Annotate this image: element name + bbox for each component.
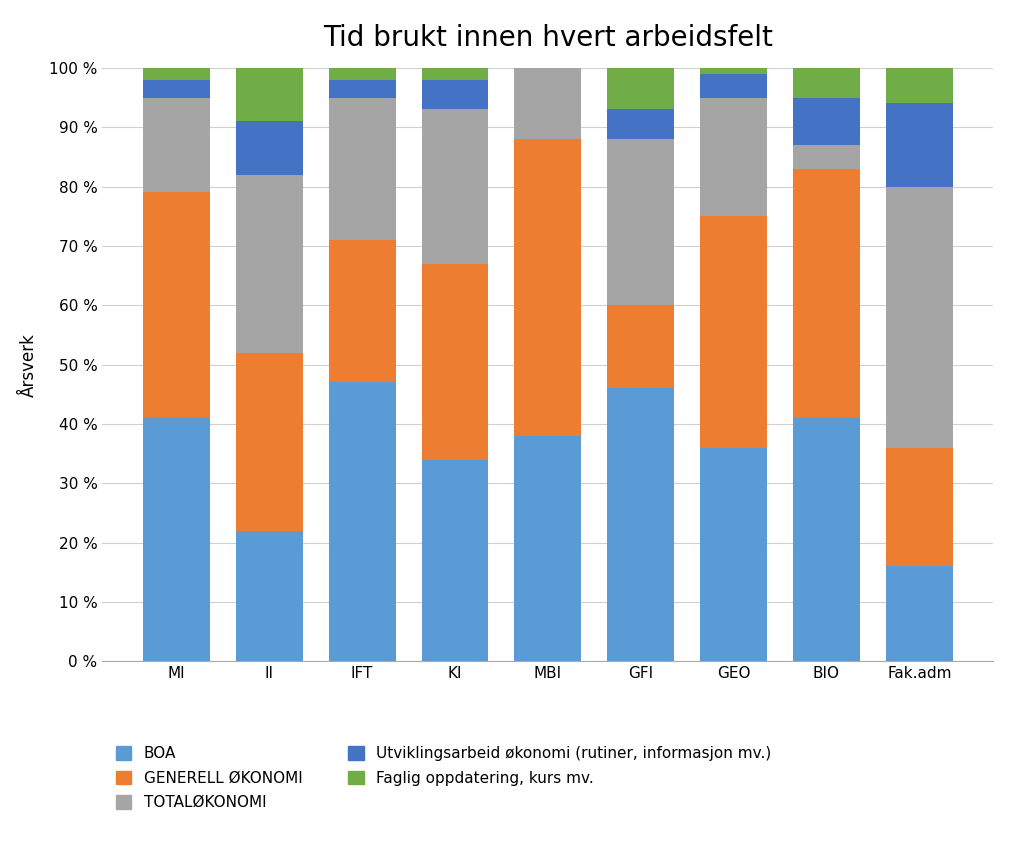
Bar (607, 139, 674, 305)
Bar (236, 531, 303, 661)
Bar (236, 68, 303, 121)
Bar (143, 98, 210, 192)
Title: Tid brukt innen hvert arbeidsfelt: Tid brukt innen hvert arbeidsfelt (323, 24, 773, 52)
Bar (700, 216, 767, 448)
Bar (329, 80, 395, 98)
Bar (700, 74, 767, 98)
Legend: BOA, GENERELL ØKONOMI, TOTALØKONOMI, Utviklingsarbeid økonomi (rutiner, informas: BOA, GENERELL ØKONOMI, TOTALØKONOMI, Utv… (110, 740, 777, 816)
Y-axis label: Årsverk: Årsverk (20, 332, 38, 397)
Bar (607, 109, 674, 139)
Bar (422, 460, 488, 661)
Bar (886, 68, 952, 103)
Bar (607, 305, 674, 388)
Bar (700, 68, 767, 74)
Bar (793, 98, 860, 145)
Bar (886, 103, 952, 187)
Bar (886, 566, 952, 661)
Bar (514, 139, 582, 436)
Bar (236, 121, 303, 175)
Bar (700, 98, 767, 216)
Bar (329, 240, 395, 382)
Bar (700, 448, 767, 661)
Bar (886, 187, 952, 448)
Bar (422, 68, 488, 80)
Bar (143, 418, 210, 661)
Bar (793, 418, 860, 661)
Bar (143, 68, 210, 80)
Bar (793, 145, 860, 169)
Bar (236, 175, 303, 353)
Bar (422, 264, 488, 460)
Bar (329, 68, 395, 80)
Bar (607, 68, 674, 109)
Bar (236, 353, 303, 531)
Bar (793, 169, 860, 418)
Bar (514, 68, 582, 139)
Bar (143, 192, 210, 418)
Bar (607, 388, 674, 661)
Bar (329, 382, 395, 661)
Bar (143, 80, 210, 98)
Bar (422, 109, 488, 264)
Bar (514, 436, 582, 661)
Bar (422, 80, 488, 109)
Bar (793, 68, 860, 98)
Bar (329, 98, 395, 240)
Bar (886, 448, 952, 566)
